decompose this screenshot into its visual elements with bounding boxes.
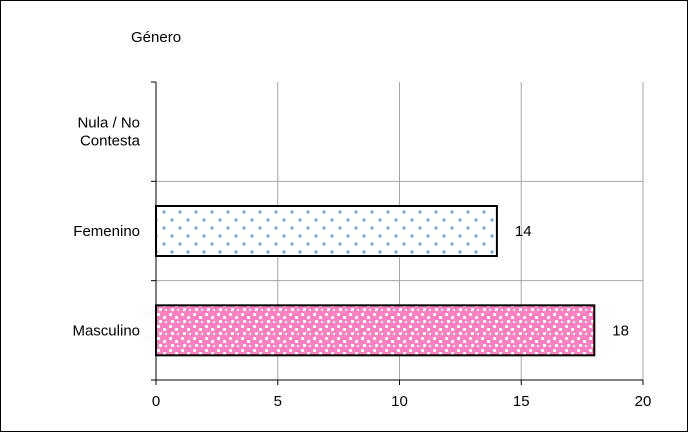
data-label: 14 — [515, 223, 532, 240]
x-tick-label: 5 — [274, 393, 282, 410]
y-category-label: Femenino — [73, 223, 140, 240]
y-category-label: Masculino — [72, 322, 140, 339]
y-category-label: Nula / No — [77, 115, 140, 132]
data-label: 18 — [612, 322, 629, 339]
x-tick-label: 0 — [152, 393, 160, 410]
bar-masculino — [155, 304, 596, 357]
x-tick-label: 20 — [635, 393, 652, 410]
x-tick-label: 10 — [391, 393, 408, 410]
bar-femenino — [155, 205, 498, 257]
y-category-label: Contesta — [80, 133, 141, 150]
x-tick-label: 15 — [513, 393, 530, 410]
chart-title: Género — [131, 29, 182, 46]
